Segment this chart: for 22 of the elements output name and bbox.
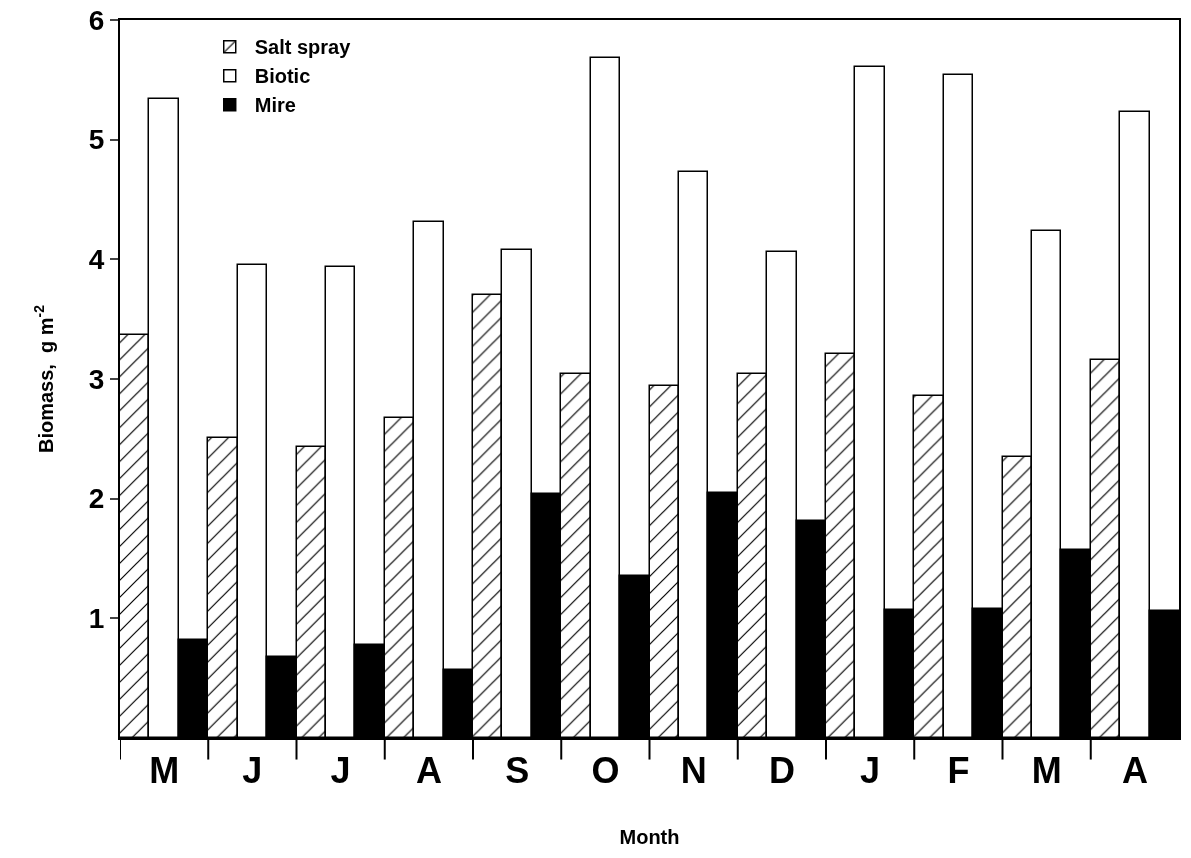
y-tick-label: 4 — [88, 244, 105, 276]
y-tick-label: 2 — [88, 483, 105, 515]
x-tick-label: J — [242, 750, 263, 792]
y-tick-label: 6 — [88, 4, 105, 36]
x-tick-label: D — [768, 750, 795, 792]
x-tick-label: O — [591, 750, 620, 792]
x-tick-label: S — [505, 750, 530, 792]
legend-label: Mire — [254, 94, 296, 117]
x-tick-label: J — [330, 750, 351, 792]
x-tick-label: A — [1121, 750, 1148, 792]
x-axis-title: Month — [619, 826, 680, 849]
x-tick-label: A — [415, 750, 442, 792]
x-tick-label: M — [149, 750, 180, 792]
legend-label: Salt spray — [254, 36, 352, 59]
x-tick-label: J — [860, 750, 881, 792]
y-tick-label: 3 — [88, 363, 105, 395]
x-tick-label: F — [947, 750, 970, 792]
legend-label: Biotic — [254, 65, 311, 88]
y-tick-label: 1 — [88, 603, 105, 635]
x-tick-label: M — [1031, 750, 1062, 792]
y-tick-label: 5 — [88, 124, 105, 156]
x-tick-label: N — [680, 750, 707, 792]
